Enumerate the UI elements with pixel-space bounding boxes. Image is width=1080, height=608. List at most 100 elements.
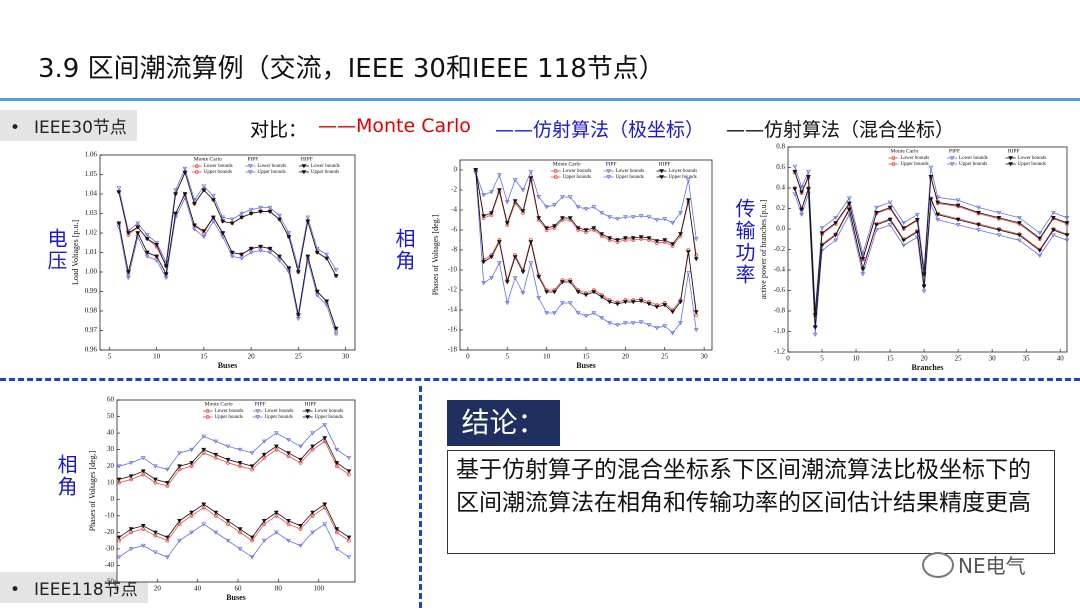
marker (322, 502, 328, 507)
marker (305, 415, 311, 420)
marker (874, 223, 879, 228)
marker (125, 276, 131, 281)
marker (607, 236, 613, 241)
marker (536, 275, 542, 280)
marker (258, 209, 263, 214)
marker (310, 431, 316, 436)
y-tick-label: -16 (448, 326, 458, 334)
x-tick-label: 15 (583, 353, 591, 361)
marker (799, 207, 805, 212)
marker (116, 190, 122, 195)
marker (152, 530, 158, 535)
y-tick-label: 1.06 (85, 151, 98, 159)
legend-label: Upper bounds (959, 162, 987, 167)
marker (205, 409, 210, 413)
side-label: 相角 (54, 454, 78, 498)
marker (928, 165, 934, 170)
x-tick-label: 25 (661, 353, 669, 361)
marker (258, 244, 263, 249)
series-line (118, 503, 350, 538)
marker (173, 188, 178, 193)
legend-group: PIPF (949, 148, 960, 154)
marker (693, 257, 699, 262)
marker (496, 240, 502, 245)
marker (239, 211, 245, 216)
marker (333, 326, 339, 331)
series-line (794, 171, 1068, 316)
marker (225, 457, 231, 462)
marker (261, 452, 267, 457)
marker (846, 196, 852, 201)
marker (976, 223, 981, 228)
marker (225, 519, 231, 524)
marker (140, 543, 146, 548)
marker (249, 464, 255, 469)
slide-title: 3.9 区间潮流算例（交流，IEEE 30和IEEE 118节点） (38, 54, 665, 84)
marker (520, 291, 526, 296)
marker (606, 169, 612, 174)
y-tick-label: 1.02 (85, 229, 98, 237)
marker (286, 235, 292, 240)
marker (334, 547, 340, 552)
marker (333, 274, 339, 279)
x-tick-label: 0 (786, 355, 790, 363)
marker (489, 276, 494, 281)
marker (163, 276, 169, 281)
x-tick-label: 25 (955, 355, 963, 363)
marker (996, 215, 1002, 221)
marker (792, 164, 798, 169)
marker (201, 184, 207, 189)
legend-label: Upper bounds (311, 170, 339, 175)
marker (575, 311, 581, 316)
marker (685, 198, 691, 203)
comparison-item: ——Monte Carlo (318, 115, 471, 137)
marker (914, 218, 920, 223)
marker (201, 229, 207, 234)
legend-label: Lower bounds (315, 409, 344, 414)
marker (192, 202, 197, 207)
tag: IEEE30节点 (0, 110, 137, 141)
marker (267, 205, 273, 210)
marker (504, 301, 510, 306)
marker (298, 523, 303, 529)
marker (116, 221, 122, 226)
marker (239, 252, 245, 257)
y-tick-label: 0.98 (85, 307, 98, 315)
marker (322, 423, 328, 428)
marker (314, 293, 320, 298)
legend-label: Lower bounds (563, 169, 592, 174)
marker (559, 280, 565, 285)
x-tick-label: 15 (200, 353, 208, 361)
marker (298, 457, 303, 462)
y-tick-label: -50 (105, 578, 115, 586)
marker (247, 170, 253, 175)
marker (128, 547, 134, 552)
marker (310, 510, 316, 515)
marker (481, 214, 487, 219)
marker (553, 175, 558, 179)
marker (346, 555, 352, 560)
marker (685, 250, 691, 255)
marker (220, 235, 226, 240)
marker (670, 221, 676, 226)
marker (833, 233, 839, 238)
marker (189, 530, 195, 535)
marker (996, 228, 1002, 233)
marker (116, 186, 122, 191)
marker (213, 452, 219, 457)
y-tick-label: -0.8 (774, 307, 786, 315)
marker (552, 290, 557, 295)
marker (860, 272, 866, 277)
marker (670, 331, 676, 336)
marker (887, 200, 893, 205)
y-axis-label: Phases of Voltages [deg.] (431, 214, 440, 295)
marker (1008, 162, 1014, 167)
x-tick-label: 15 (887, 355, 895, 363)
marker (819, 231, 825, 236)
x-tick-label: 30 (989, 355, 997, 363)
marker (685, 178, 691, 183)
x-tick-label: 60 (235, 585, 243, 593)
marker (286, 519, 291, 524)
y-tick-label: -10 (105, 511, 115, 519)
marker (567, 216, 573, 221)
